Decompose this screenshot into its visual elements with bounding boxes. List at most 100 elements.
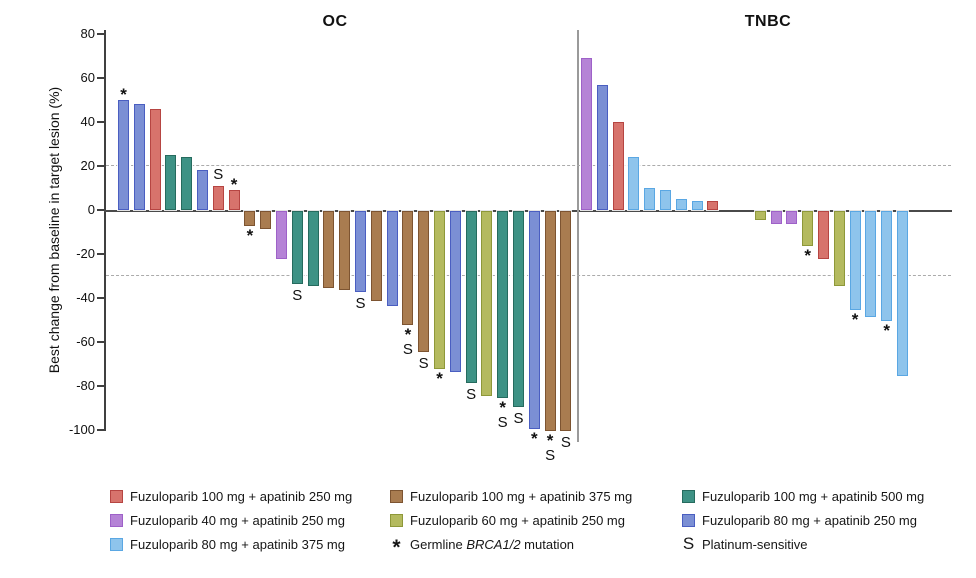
bar xyxy=(675,199,687,210)
y-tick-label: 20 xyxy=(80,158,95,173)
y-tick xyxy=(97,33,104,35)
brca-gene: BRCA1/2 xyxy=(466,536,521,552)
bar xyxy=(434,211,445,370)
y-tick-label: 0 xyxy=(87,202,95,217)
y-tick-label: -80 xyxy=(76,378,95,393)
platinum-marker: S xyxy=(497,414,508,431)
olive-swatch xyxy=(390,513,403,527)
y-tick xyxy=(97,77,104,79)
platinum-marker: S xyxy=(545,447,556,464)
brca-marker: * xyxy=(120,85,127,104)
bar xyxy=(228,190,240,210)
y-tick xyxy=(97,341,104,343)
bar xyxy=(497,211,509,398)
bar xyxy=(181,157,193,210)
brca-marker: * xyxy=(499,398,506,417)
bar xyxy=(402,211,414,326)
y-tick xyxy=(97,297,104,299)
legend-label: Fuzuloparib 80 mg + apatinib 375 mg xyxy=(130,536,345,552)
bar xyxy=(786,211,798,225)
y-tick xyxy=(97,209,104,211)
legend-label: Germline BRCA1/2 mutation xyxy=(410,537,574,552)
panel-title: TNBC xyxy=(744,13,792,30)
royal-swatch xyxy=(682,513,695,527)
platinum-marker: S xyxy=(513,409,524,427)
bar xyxy=(660,190,671,210)
platinum-s-icon: S xyxy=(682,534,695,553)
legend-item: Fuzuloparib 100 mg + apatinib 250 mg xyxy=(110,489,390,504)
bar xyxy=(481,211,493,396)
bar xyxy=(802,211,814,247)
bar xyxy=(513,211,524,407)
y-tick xyxy=(97,385,104,387)
legend-item: Fuzuloparib 100 mg + apatinib 500 mg xyxy=(682,489,956,504)
zero-baseline xyxy=(104,209,952,212)
bar xyxy=(465,211,477,383)
y-tick xyxy=(97,121,104,123)
bar xyxy=(244,211,256,227)
brca-marker: * xyxy=(883,321,890,340)
brown-swatch xyxy=(390,489,403,503)
asterisk-icon: * xyxy=(392,536,401,559)
brca-marker: * xyxy=(404,325,412,345)
bar xyxy=(323,211,335,288)
bar xyxy=(897,211,908,376)
legend-item-brca: * Germline BRCA1/2 mutation xyxy=(390,536,682,559)
teal-swatch xyxy=(682,489,695,503)
plot-area: Best change from baseline in target lesi… xyxy=(46,13,952,464)
legend-label: Fuzuloparib 100 mg + apatinib 375 mg xyxy=(410,488,633,504)
brca-marker: * xyxy=(851,310,859,329)
platinum-marker: S xyxy=(292,286,303,304)
bar xyxy=(770,211,782,225)
legend-item: Fuzuloparib 80 mg + apatinib 250 mg xyxy=(682,513,956,528)
legend-label: Fuzuloparib 80 mg + apatinib 250 mg xyxy=(702,512,917,528)
sky-swatch xyxy=(110,537,123,551)
bar xyxy=(118,100,129,210)
bar xyxy=(560,211,572,431)
bar xyxy=(612,122,624,210)
bar xyxy=(339,211,351,291)
legend-item: Fuzuloparib 60 mg + apatinib 250 mg xyxy=(390,513,682,528)
y-tick xyxy=(97,165,104,167)
panel-title: OC xyxy=(322,13,348,30)
bar xyxy=(133,104,145,210)
y-tick xyxy=(97,429,104,431)
bar xyxy=(197,170,208,210)
y-axis-line xyxy=(104,30,106,431)
legend-label: Fuzuloparib 60 mg + apatinib 250 mg xyxy=(410,512,625,528)
bar xyxy=(707,201,719,210)
brca-marker: * xyxy=(246,226,254,246)
y-tick-label: -20 xyxy=(76,246,95,261)
bar xyxy=(386,211,398,306)
brca-suffix: mutation xyxy=(520,536,575,552)
bar xyxy=(370,211,382,302)
bar xyxy=(307,211,319,286)
bar xyxy=(149,108,161,210)
bar xyxy=(260,211,272,229)
bar xyxy=(528,211,540,429)
platinum-marker: S xyxy=(466,385,477,403)
bar xyxy=(212,185,224,210)
legend-item: Fuzuloparib 40 mg + apatinib 250 mg xyxy=(110,513,390,528)
legend-item: Fuzuloparib 80 mg + apatinib 375 mg xyxy=(110,537,390,552)
legend-item: Fuzuloparib 100 mg + apatinib 375 mg xyxy=(390,489,682,504)
platinum-marker: S xyxy=(213,165,224,183)
y-tick-label: -40 xyxy=(76,290,95,305)
legend: Fuzuloparib 100 mg + apatinib 250 mg Fuz… xyxy=(110,484,956,559)
bar xyxy=(291,211,303,284)
bar xyxy=(276,211,287,260)
bar xyxy=(754,211,766,220)
bar xyxy=(355,211,366,293)
bar xyxy=(449,211,461,372)
bar xyxy=(849,211,861,310)
legend-label: Platinum-sensitive xyxy=(702,536,808,552)
panel-divider-line xyxy=(577,30,579,442)
bar xyxy=(818,211,829,260)
y-tick-label: 40 xyxy=(80,114,95,129)
y-tick-label: 60 xyxy=(80,70,95,85)
y-tick-label: -100 xyxy=(68,422,95,437)
reference-line xyxy=(106,275,951,277)
bar xyxy=(596,84,608,210)
bar xyxy=(544,211,556,431)
